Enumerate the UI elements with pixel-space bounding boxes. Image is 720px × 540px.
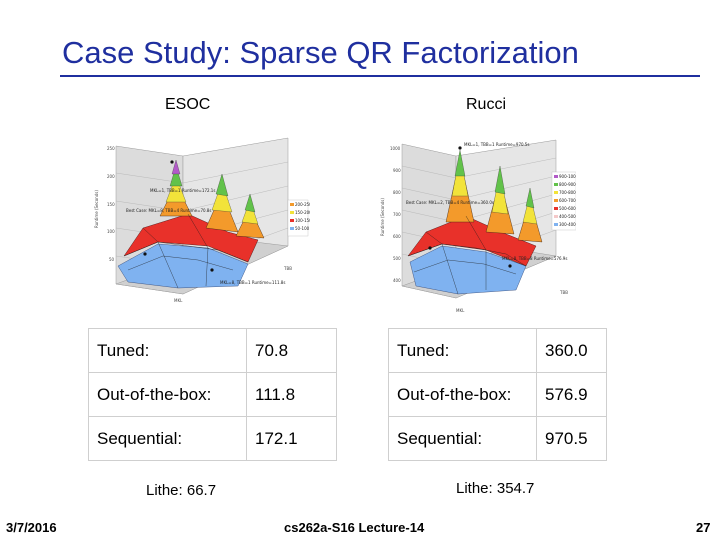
rucci-annotation-bottom: MKL=8, TBB=8 Runtime=576.9s [502, 256, 567, 261]
row-value: 970.5 [536, 416, 607, 461]
esoc-annotation-top: MKL=1, TBB=1 Runtime=172.1s [150, 188, 215, 193]
table-row: Sequential: 970.5 [388, 416, 607, 461]
esoc-y-tick: 50 [109, 257, 115, 262]
rucci-legend-entry: 700-800 [559, 190, 576, 195]
rucci-y-tick: 800 [393, 190, 401, 195]
table-row: Out-of-the-box: 576.9 [388, 372, 607, 417]
esoc-z-axis-label: TBB [283, 266, 292, 271]
esoc-x-axis-label: MKL [174, 298, 183, 303]
rucci-y-tick: 900 [393, 168, 401, 173]
table-row: Sequential: 172.1 [88, 416, 337, 461]
rucci-annotation-top: MKL=1, TBB=1 Runtime=970.5s [464, 142, 529, 147]
esoc-legend-entry: 200-250 [295, 202, 310, 207]
esoc-lithe-runtime: Lithe: 66.7 [146, 482, 217, 499]
rucci-y-axis-label: Runtime (Seconds) [380, 198, 385, 236]
table-row: Tuned: 360.0 [388, 328, 607, 373]
esoc-annotation-best: Best Case: MKL=8, TBB=4 Runtime=70.8s [126, 208, 211, 213]
esoc-legend-entry: 50-100 [295, 226, 310, 231]
rucci-caption: Rucci [466, 96, 507, 113]
esoc-results-table: Tuned: 70.8 Out-of-the-box: 111.8 Sequen… [88, 328, 337, 461]
footer-course: cs262a-S16 Lecture-14 [284, 520, 425, 535]
rucci-y-tick: 700 [393, 212, 401, 217]
row-label: Sequential: [388, 416, 537, 461]
esoc-caption: ESOC [165, 96, 211, 113]
esoc-y-tick: 200 [107, 174, 115, 179]
page-number: 27 [696, 520, 711, 535]
rucci-y-tick: 1000 [390, 146, 401, 151]
row-value: 70.8 [246, 328, 337, 373]
esoc-y-axis-label: Runtime (Seconds) [94, 190, 99, 228]
rucci-results-table: Tuned: 360.0 Out-of-the-box: 576.9 Seque… [388, 328, 607, 461]
esoc-y-tick: 150 [107, 202, 115, 207]
row-label: Tuned: [88, 328, 247, 373]
title-underline [60, 75, 700, 77]
row-value: 172.1 [246, 416, 337, 461]
rucci-lithe-runtime: Lithe: 354.7 [456, 480, 535, 497]
table-row: Tuned: 70.8 [88, 328, 337, 373]
esoc-legend-entry: 100-150 [295, 218, 310, 223]
rucci-z-axis-label: TBB [559, 290, 568, 295]
rucci-surface-plot: 1000 900 800 700 600 500 400 Runtime (Se… [376, 136, 576, 318]
esoc-y-tick: 100 [107, 229, 115, 234]
rucci-y-tick: 500 [393, 256, 401, 261]
row-label: Sequential: [88, 416, 247, 461]
rucci-legend-entry: 300-400 [559, 222, 576, 227]
rucci-legend-entry: 600-700 [559, 198, 576, 203]
row-label: Tuned: [388, 328, 537, 373]
title-bar: Case Study: Sparse QR Factorization [60, 33, 700, 79]
rucci-y-tick: 600 [393, 234, 401, 239]
esoc-legend-entry: 150-200 [295, 210, 310, 215]
esoc-surface-plot: 250 200 150 100 50 Runtime (Seconds) MKL… [88, 136, 310, 306]
esoc-y-tick: 250 [107, 146, 115, 151]
slide-title: Case Study: Sparse QR Factorization [62, 35, 579, 70]
row-value: 576.9 [536, 372, 607, 417]
rucci-annotation-best: Best Case: MKL=2, TBB=4 Runtime=360.0s [406, 200, 494, 205]
rucci-legend-entry: 800-900 [559, 182, 576, 187]
table-row: Out-of-the-box: 111.8 [88, 372, 337, 417]
rucci-legend-entry: 400-500 [559, 214, 576, 219]
row-label: Out-of-the-box: [88, 372, 247, 417]
esoc-annotation-bottom: MKL=8, TBB=1 Runtime=111.8s [220, 280, 285, 285]
rucci-x-axis-label: MKL [456, 308, 465, 313]
row-value: 360.0 [536, 328, 607, 373]
row-value: 111.8 [246, 372, 337, 417]
footer-date: 3/7/2016 [6, 520, 57, 535]
rucci-legend-entry: 900-1000 [559, 174, 576, 179]
row-label: Out-of-the-box: [388, 372, 537, 417]
rucci-y-tick: 400 [393, 278, 401, 283]
rucci-legend-entry: 500-600 [559, 206, 576, 211]
